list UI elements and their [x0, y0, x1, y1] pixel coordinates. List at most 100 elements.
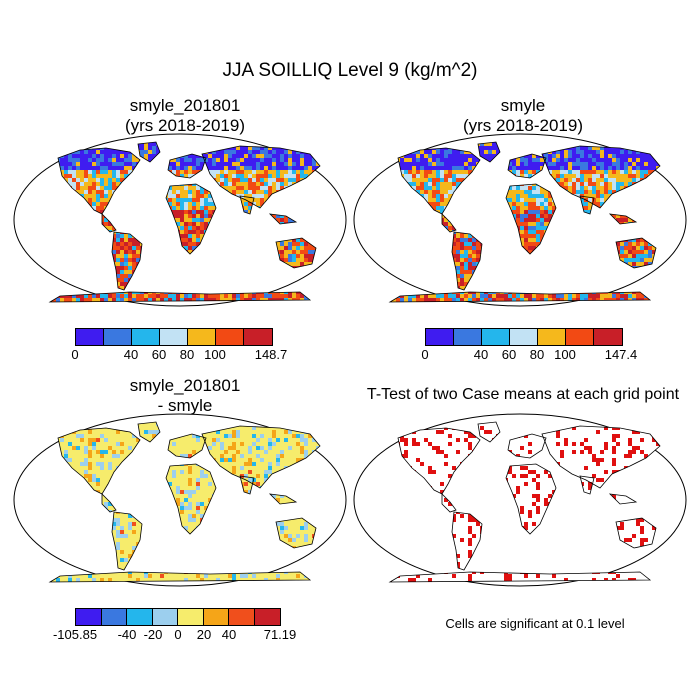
coastline: [137, 421, 161, 443]
colorbar-3-swatch: [178, 609, 204, 625]
cb3-label: 71.19: [263, 627, 297, 642]
significance-note: Cells are significant at 0.1 level: [445, 616, 625, 631]
colorbar-2-swatch: [510, 329, 538, 345]
panel-2-title-line1: smyle: [500, 96, 546, 115]
coastline: [507, 153, 547, 179]
cb1-label: 40: [123, 347, 139, 362]
coastline: [165, 463, 217, 535]
coastline: [101, 493, 117, 513]
colorbar-3-swatch: [203, 609, 229, 625]
coastline: [477, 421, 501, 443]
colorbar-1-swatch: [188, 329, 216, 345]
colorbar-3: [75, 608, 281, 626]
panel-2-title: smyle (yrs 2018-2019): [358, 96, 688, 136]
colorbar-1: [75, 328, 273, 346]
colorbar-3-swatch: [127, 609, 153, 625]
colorbar-1-swatch: [160, 329, 188, 345]
coastline: [579, 475, 595, 495]
colorbar-1-swatch: [132, 329, 160, 345]
coastline: [451, 511, 483, 571]
coastline: [507, 433, 547, 459]
cb2-label: 80: [529, 347, 545, 362]
panel-3-title: smyle_201801 - smyle: [20, 376, 350, 416]
coastline: [541, 145, 661, 209]
colorbar-1-swatch: [76, 329, 104, 345]
colorbar-1-swatch: [104, 329, 132, 345]
map-panel-3: [13, 413, 347, 587]
colorbar-2-swatch: [426, 329, 454, 345]
coastline: [101, 213, 117, 233]
coastline: [441, 493, 457, 513]
cb2-label: 147.4: [604, 347, 638, 362]
colorbar-3-swatch: [152, 609, 178, 625]
coastline: [201, 145, 321, 209]
coastline: [48, 571, 312, 583]
colorbar-2-swatch: [454, 329, 482, 345]
panel-2-title-line2: (yrs 2018-2019): [462, 116, 583, 135]
coastline: [451, 231, 483, 291]
main-title: JJA SOILLIQ Level 9 (kg/m^2): [222, 60, 478, 81]
colorbar-2-swatch: [594, 329, 622, 345]
cb3-label: -40: [117, 627, 137, 642]
coastline: [167, 153, 207, 179]
map-panel-2: [353, 133, 687, 307]
coastline: [57, 427, 141, 495]
colorbar-3-swatch: [254, 609, 280, 625]
coastline: [388, 291, 652, 303]
cb3-label: 20: [196, 627, 212, 642]
coastline: [541, 425, 661, 489]
cb2-label: 40: [473, 347, 489, 362]
coastline: [275, 237, 317, 269]
panel-1-title-line1: smyle_201801: [129, 96, 241, 115]
coastline: [167, 433, 207, 459]
coastline: [111, 511, 143, 571]
cb2-label: 100: [554, 347, 576, 362]
coastline: [268, 213, 298, 225]
coastline: [57, 147, 141, 215]
coastline: [441, 213, 457, 233]
map-panel-1: [13, 133, 347, 307]
colorbar-3-swatch: [76, 609, 102, 625]
coastline: [397, 147, 481, 215]
coastline: [477, 141, 501, 163]
coastline: [397, 427, 481, 495]
cb1-label: 148.7: [254, 347, 288, 362]
colorbar-2-swatch: [482, 329, 510, 345]
colorbar-2-swatch: [566, 329, 594, 345]
panel-3-title-line1: smyle_201801: [129, 376, 241, 395]
coastline: [505, 463, 557, 535]
cb2-label: 60: [501, 347, 517, 362]
panel-1-title-line2: (yrs 2018-2019): [124, 116, 245, 135]
coastline: [579, 195, 595, 215]
coastline: [201, 425, 321, 489]
coastline: [388, 571, 652, 583]
cb1-label: 0: [71, 347, 79, 362]
panel-4-title: T-Test of two Case means at each grid po…: [348, 385, 698, 405]
cb1-label: 100: [204, 347, 226, 362]
panel-3-title-line2: - smyle: [157, 396, 213, 415]
coastline: [615, 517, 657, 549]
colorbar-2-swatch: [538, 329, 566, 345]
coastline: [48, 291, 312, 303]
colorbar-2: [425, 328, 623, 346]
coastline: [111, 231, 143, 291]
coastline: [239, 475, 255, 495]
colorbar-3-swatch: [229, 609, 255, 625]
coastline: [268, 493, 298, 505]
panel-4-title-line1: T-Test of two Case means at each grid po…: [366, 386, 680, 403]
panel-1-title: smyle_201801 (yrs 2018-2019): [20, 96, 350, 136]
colorbar-1-swatch: [244, 329, 272, 345]
cb1-label: 60: [151, 347, 167, 362]
colorbar-3-swatch: [101, 609, 127, 625]
cb3-label: 0: [174, 627, 182, 642]
coastline: [239, 195, 255, 215]
coastline: [165, 183, 217, 255]
coastline: [608, 213, 638, 225]
cb1-label: 80: [179, 347, 195, 362]
coastline: [505, 183, 557, 255]
coastline: [615, 237, 657, 269]
cb3-label: -105.85: [52, 627, 98, 642]
cb3-label: 40: [221, 627, 237, 642]
cb3-label: -20: [143, 627, 163, 642]
map-panel-4: [353, 413, 687, 587]
